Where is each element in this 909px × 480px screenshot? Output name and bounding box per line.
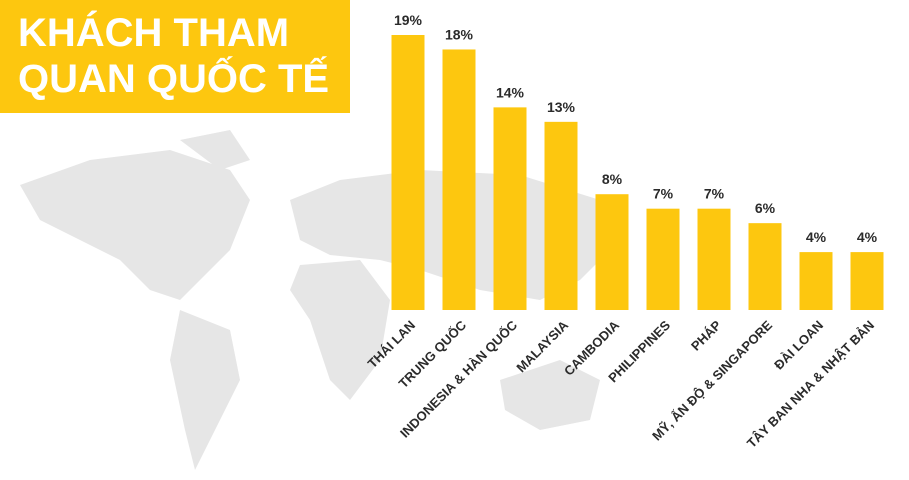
x-tick-label: ĐÀI LOAN (771, 318, 826, 373)
bar (544, 121, 578, 310)
bar (850, 252, 884, 310)
title-box: KHÁCH THAM QUAN QUỐC TẾ (0, 0, 350, 113)
bar (748, 223, 782, 310)
chart-title: KHÁCH THAM QUAN QUỐC TẾ (18, 11, 330, 101)
value-label: 7% (653, 186, 674, 202)
bar (799, 252, 833, 310)
value-label: 8% (602, 171, 623, 187)
bar (697, 208, 731, 310)
value-label: 4% (806, 229, 827, 245)
bar (493, 107, 527, 310)
x-tick-label: PHÁP (688, 317, 724, 353)
value-label: 4% (857, 229, 878, 245)
bar (646, 208, 680, 310)
value-label: 18% (445, 26, 474, 42)
world-map (20, 130, 620, 470)
value-label: 14% (496, 84, 525, 100)
value-label: 7% (704, 186, 725, 202)
value-label: 6% (755, 200, 776, 216)
bar (391, 35, 425, 310)
value-label: 19% (394, 12, 423, 28)
value-label: 13% (547, 99, 576, 115)
bar (595, 194, 629, 310)
bar (442, 49, 476, 310)
